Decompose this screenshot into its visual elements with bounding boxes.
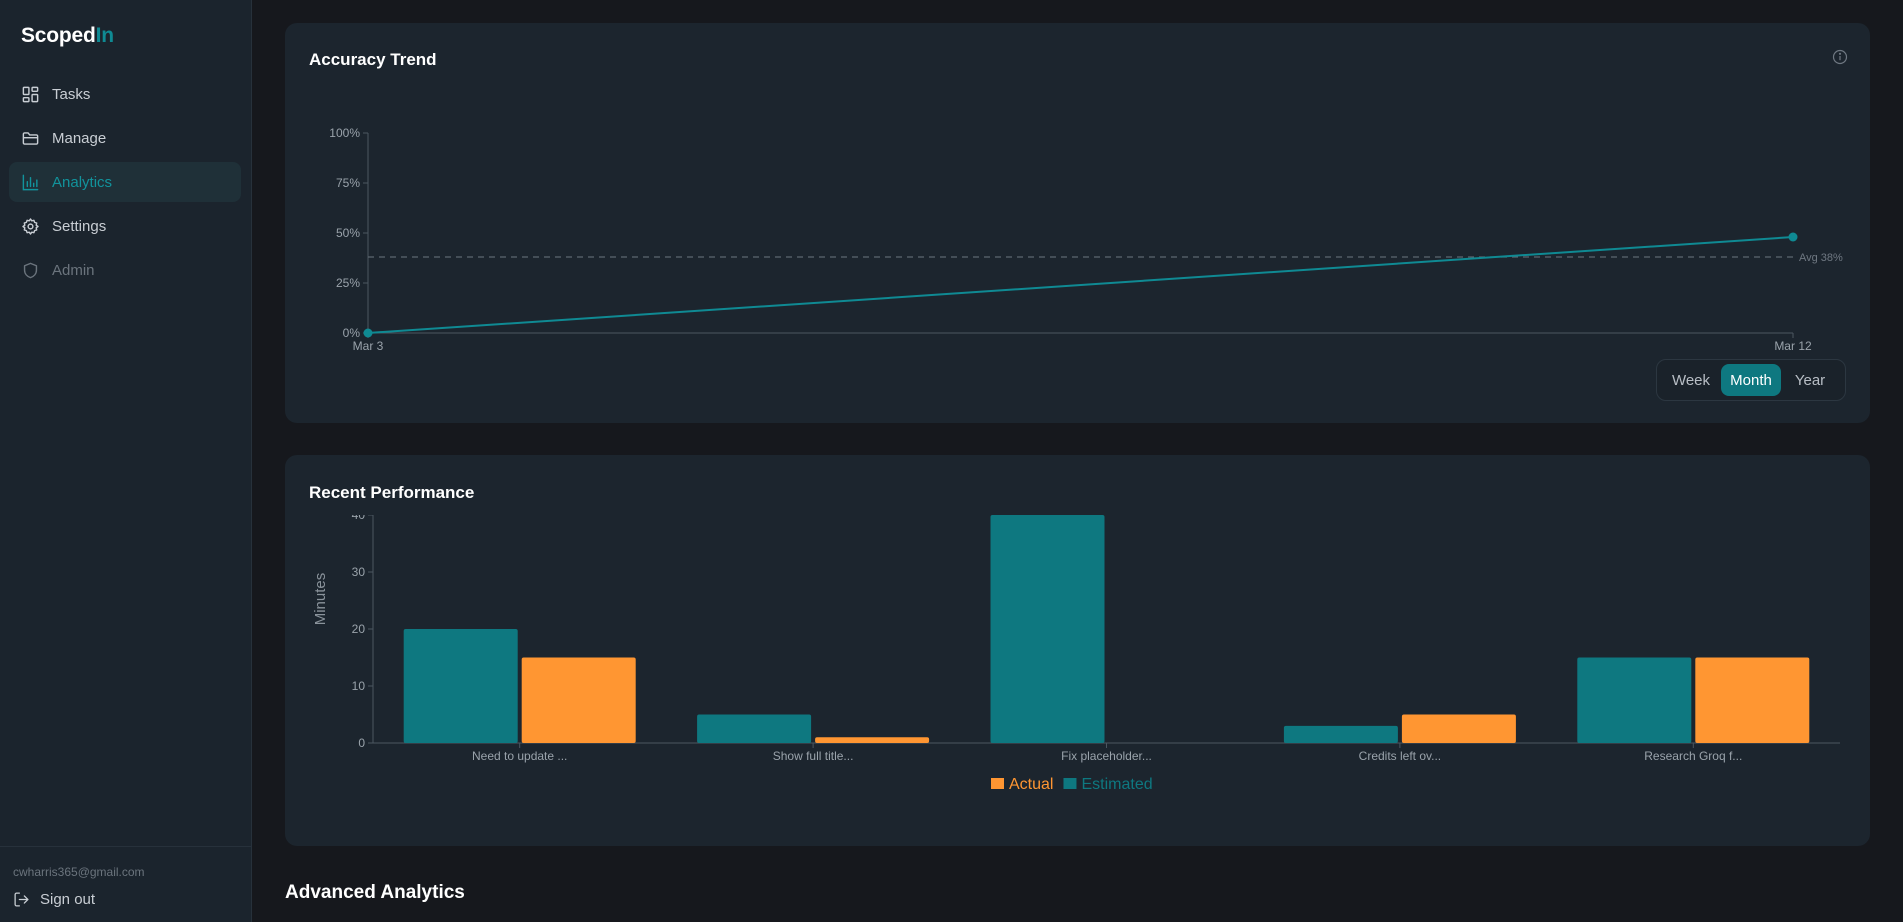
advanced-analytics-heading: Advanced Analytics (285, 882, 465, 903)
sidebar-item-label: Tasks (52, 85, 91, 103)
accuracy-line-chart: 0% 25% 50% 75% 100% Mar 3 Mar 12 Avg 38% (329, 126, 1843, 353)
card-title: Recent Performance (309, 483, 475, 502)
performance-bar-chart: 0 10 20 30 40 Minutes Need to update ... Show f… (312, 515, 1840, 793)
estimated-bar (990, 515, 1105, 743)
x-tick-label: Mar 3 (353, 339, 384, 353)
info-icon[interactable] (1832, 49, 1848, 65)
legend-swatch (991, 778, 1004, 789)
folder-icon (22, 131, 39, 145)
sidebar-item-label: Manage (52, 129, 107, 147)
bar-chart-icon (22, 174, 39, 190)
y-tick-label: 25% (336, 276, 360, 290)
sidebar-item-manage[interactable]: Manage (9, 118, 241, 158)
sidebar-item-label: Admin (52, 261, 95, 279)
logo-accent: In (95, 24, 114, 47)
x-tick-label: Mar 12 (1774, 339, 1812, 353)
sidebar-item-analytics[interactable]: Analytics (9, 162, 241, 202)
gear-icon (22, 217, 39, 235)
y-tick-label: 100% (329, 126, 360, 140)
range-toggle: Week Month Year (1656, 359, 1846, 401)
sidebar-item-tasks[interactable]: Tasks (9, 74, 241, 114)
y-tick-label: 20 (352, 622, 366, 636)
shield-icon (23, 262, 38, 278)
accuracy-series-line (367, 236, 1794, 334)
x-tick-label: Fix placeholder... (1061, 749, 1152, 763)
sidebar-footer: cwharris365@gmail.com Sign out (0, 846, 252, 922)
range-year-button[interactable]: Year (1794, 371, 1826, 389)
estimated-bar (403, 629, 518, 743)
sidebar-item-admin[interactable]: Admin (9, 250, 241, 290)
actual-bar (1695, 657, 1810, 743)
x-tick-label: Need to update ... (472, 749, 567, 763)
signout-button[interactable]: Sign out (13, 891, 95, 908)
actual-bar (1401, 714, 1516, 743)
range-month-button[interactable]: Month (1721, 364, 1781, 396)
y-tick-label: 40 (352, 515, 366, 522)
estimated-bar (1283, 725, 1398, 743)
logo-main: Scoped (21, 24, 96, 47)
accuracy-data-point (363, 328, 373, 338)
y-tick-label: 30 (352, 565, 366, 579)
y-tick-label: 75% (336, 176, 360, 190)
grid-icon (22, 86, 39, 102)
accuracy-data-point (1788, 232, 1798, 242)
estimated-bar (697, 714, 812, 743)
sidebar-nav: Tasks Manage Analytics Settings Adm (9, 74, 241, 294)
sidebar: ScopedIn Tasks Manage Analytics Sett (0, 0, 252, 922)
actual-bar (815, 737, 930, 743)
user-email: cwharris365@gmail.com (13, 865, 145, 879)
card-title: Accuracy Trend (309, 50, 437, 69)
estimated-bar (1577, 657, 1692, 743)
legend-swatch (1063, 778, 1077, 789)
range-week-button[interactable]: Week (1671, 371, 1711, 389)
sidebar-item-label: Settings (52, 217, 107, 235)
actual-bar (521, 657, 636, 743)
x-tick-label: Research Groq f... (1644, 749, 1742, 763)
legend-label: Estimated (1081, 776, 1152, 793)
y-tick-label: 10 (352, 679, 366, 693)
y-tick-label: 50% (336, 226, 360, 240)
x-tick-label: Credits left ov... (1359, 749, 1441, 763)
signout-label: Sign out (40, 891, 96, 908)
legend-label: Actual (1009, 776, 1053, 793)
sidebar-item-settings[interactable]: Settings (9, 206, 241, 246)
average-label: Avg 38% (1799, 252, 1843, 264)
y-tick-label: 0% (343, 326, 361, 340)
sidebar-item-label: Analytics (52, 173, 113, 191)
y-tick-label: 0 (358, 736, 365, 750)
x-tick-label: Show full title... (773, 749, 854, 763)
accuracy-trend-card: Accuracy Trend 0% 25% 50% 75% 100% Mar 3 Mar 1… (285, 23, 1870, 423)
logout-icon (14, 892, 29, 907)
app-logo[interactable]: ScopedIn (21, 24, 114, 48)
y-axis-title: Minutes (312, 573, 329, 626)
recent-performance-card: Recent Performance 0 10 20 30 40 Minutes Need … (285, 455, 1870, 846)
